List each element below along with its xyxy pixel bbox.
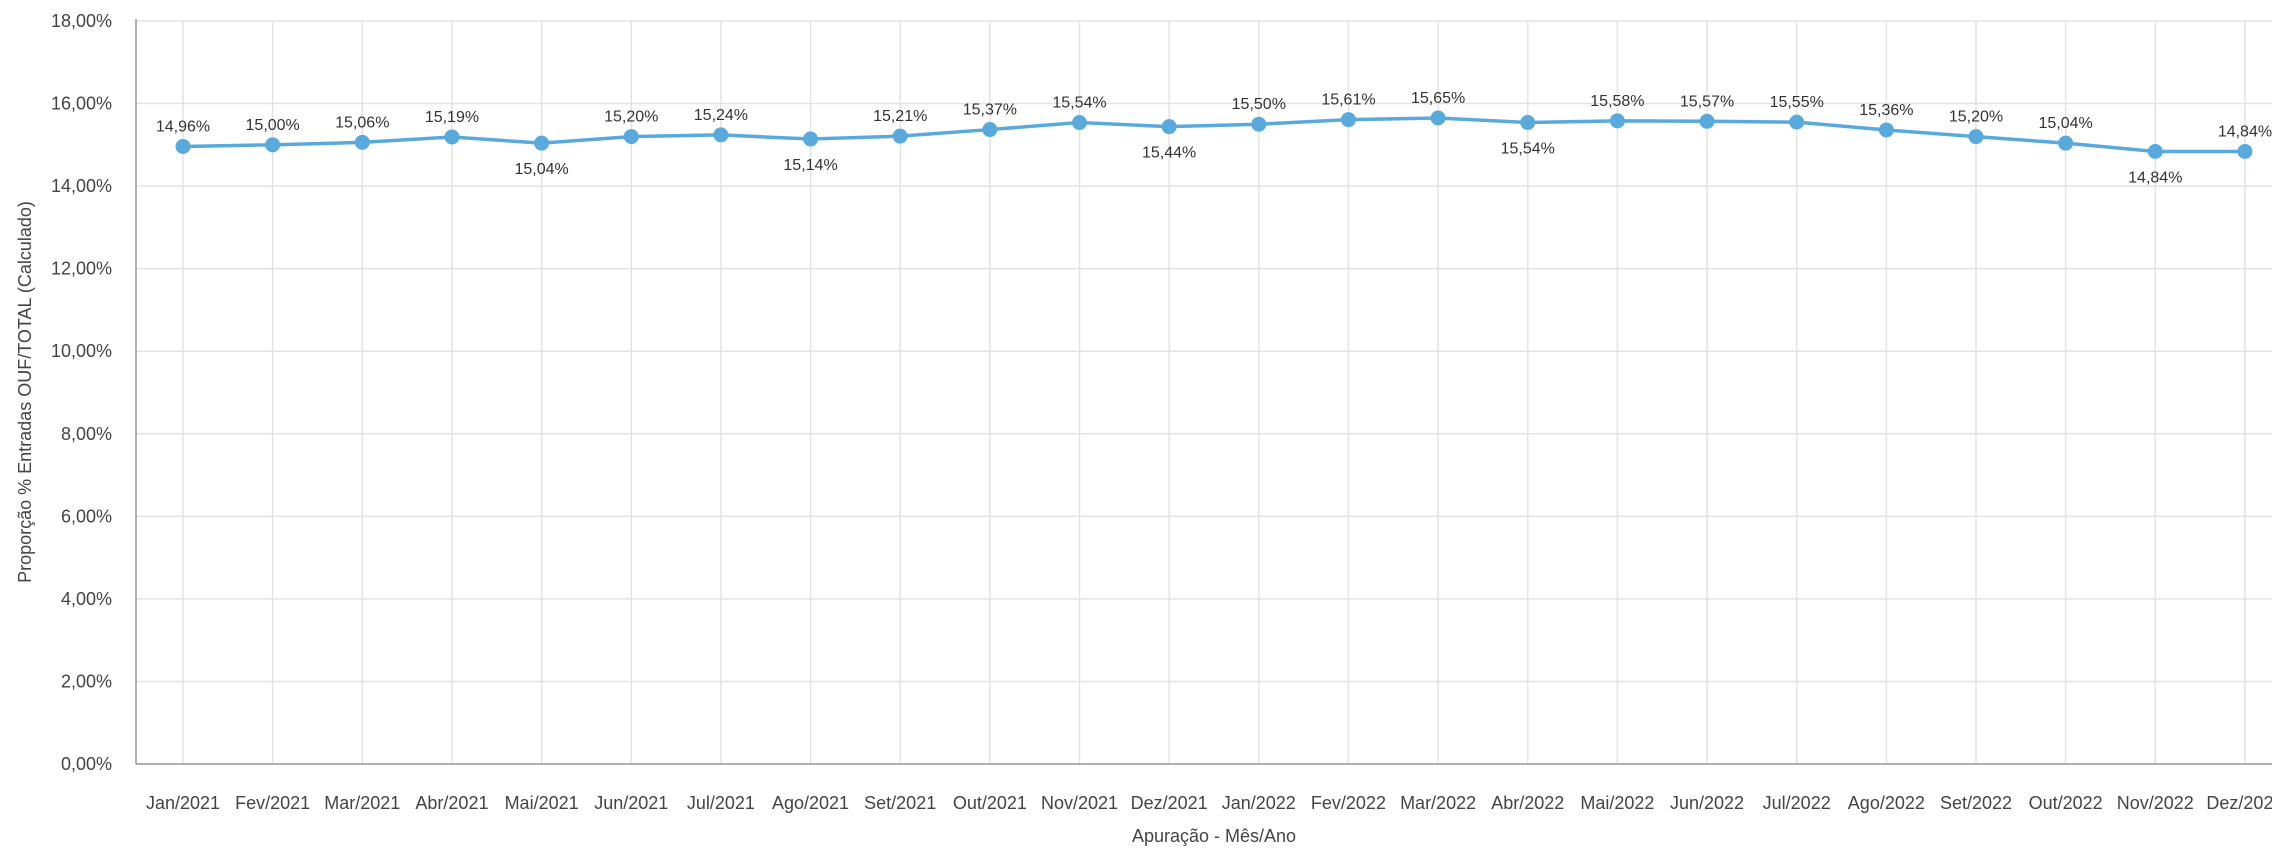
x-tick-label: Mar/2021	[324, 793, 400, 813]
data-label: 14,96%	[156, 118, 210, 135]
x-tick-label: Jan/2022	[1222, 793, 1296, 813]
data-label: 15,50%	[1232, 96, 1286, 113]
x-tick-label: Fev/2022	[1311, 793, 1386, 813]
point	[2147, 143, 2163, 159]
y-tick-label: 16,00%	[51, 94, 112, 114]
point	[1430, 110, 1446, 126]
x-tick-label: Jan/2021	[146, 793, 220, 813]
data-label: 15,61%	[1321, 92, 1375, 109]
x-tick-label: Mai/2022	[1580, 793, 1654, 813]
x-tick-label: Nov/2022	[2117, 793, 2194, 813]
x-tick-label: Fev/2021	[235, 793, 310, 813]
point	[2237, 143, 2253, 159]
point	[1699, 113, 1715, 129]
y-tick-label: 12,00%	[51, 259, 112, 279]
point	[1161, 119, 1177, 135]
point	[803, 131, 819, 147]
data-label: 15,54%	[1501, 141, 1555, 158]
data-label: 15,65%	[1411, 90, 1465, 107]
data-label: 15,57%	[1680, 93, 1734, 110]
data-label: 15,54%	[1052, 95, 1106, 112]
x-tick-label: Abr/2021	[415, 793, 488, 813]
data-label: 14,84%	[2218, 123, 2272, 140]
point	[1789, 114, 1805, 130]
point	[1251, 116, 1267, 132]
point	[892, 128, 908, 144]
data-label: 15,24%	[694, 107, 748, 124]
x-tick-label: Jun/2022	[1670, 793, 1744, 813]
x-tick-label: Jun/2021	[594, 793, 668, 813]
x-tick-label: Abr/2022	[1491, 793, 1564, 813]
data-label: 15,04%	[2039, 115, 2093, 132]
point	[1340, 112, 1356, 128]
y-tick-label: 10,00%	[51, 341, 112, 361]
x-tick-label: Out/2022	[2029, 793, 2103, 813]
data-label: 15,55%	[1770, 94, 1824, 111]
x-tick-label: Dez/2022	[2206, 793, 2272, 813]
data-label: 15,58%	[1590, 93, 1644, 110]
x-tick-label: Dez/2021	[1131, 793, 1208, 813]
x-tick-label: Mar/2022	[1400, 793, 1476, 813]
point	[1878, 122, 1894, 138]
data-label: 15,20%	[604, 109, 658, 126]
data-label: 15,36%	[1859, 102, 1913, 119]
x-tick-label: Nov/2021	[1041, 793, 1118, 813]
data-label: 15,37%	[963, 102, 1017, 119]
data-label: 15,19%	[425, 109, 479, 126]
x-tick-label: Set/2021	[864, 793, 936, 813]
y-tick-label: 14,00%	[51, 176, 112, 196]
x-tick-label: Out/2021	[953, 793, 1027, 813]
point	[713, 127, 729, 143]
data-label: 15,06%	[335, 114, 389, 131]
data-label: 15,20%	[1949, 109, 2003, 126]
x-tick-label: Ago/2022	[1848, 793, 1925, 813]
y-tick-label: 8,00%	[61, 424, 112, 444]
data-label: 15,14%	[783, 157, 837, 174]
point	[534, 135, 550, 151]
data-label: 15,21%	[873, 108, 927, 125]
y-tick-label: 0,00%	[61, 754, 112, 774]
y-tick-label: 4,00%	[61, 589, 112, 609]
data-label: 15,04%	[514, 161, 568, 178]
x-tick-label: Ago/2021	[772, 793, 849, 813]
x-tick-label: Set/2022	[1940, 793, 2012, 813]
y-axis-title: Proporção % Entradas OUF/TOTAL (Calculad…	[15, 201, 35, 583]
point	[265, 137, 281, 153]
x-axis-title: Apuração - Mês/Ano	[1132, 826, 1296, 846]
x-tick-label: Jul/2022	[1763, 793, 1831, 813]
point	[1968, 129, 1984, 145]
point	[1520, 115, 1536, 131]
point	[2058, 135, 2074, 151]
line	[182, 116, 2245, 154]
x-tick-label: Mai/2021	[505, 793, 579, 813]
point	[982, 122, 998, 138]
point	[623, 129, 639, 145]
point	[1609, 113, 1625, 129]
data-label: 14,84%	[2128, 169, 2182, 186]
point	[1072, 115, 1087, 131]
data-label: 15,00%	[246, 117, 300, 134]
y-tick-label: 18,00%	[51, 11, 112, 31]
y-tick-label: 6,00%	[61, 506, 112, 526]
y-tick-label: 2,00%	[61, 671, 112, 691]
point	[444, 129, 460, 145]
point	[354, 134, 370, 150]
x-tick-label: Jul/2021	[687, 793, 755, 813]
data-label: 15,44%	[1142, 145, 1196, 162]
point	[175, 138, 191, 154]
